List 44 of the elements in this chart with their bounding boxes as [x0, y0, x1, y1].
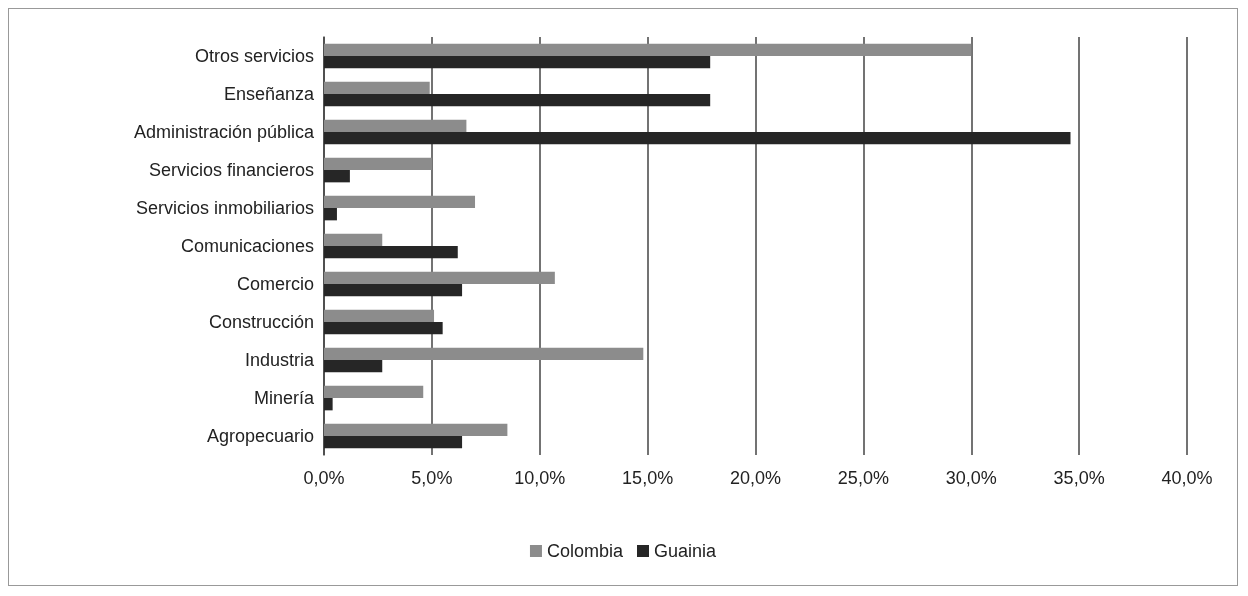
y-tick-label: Industria — [244, 350, 315, 370]
y-tick-label: Servicios inmobiliarios — [135, 198, 314, 218]
x-tick-label: 5,0% — [411, 468, 453, 488]
y-tick-label: Agropecuario — [206, 426, 314, 446]
bar — [324, 195, 476, 208]
bar — [324, 385, 424, 398]
bar — [324, 132, 1071, 145]
bar — [324, 436, 463, 449]
y-tick-label: Otros servicios — [194, 46, 314, 66]
bar — [324, 233, 383, 246]
x-tick-label: 30,0% — [945, 468, 997, 488]
x-tick-label: 40,0% — [1161, 468, 1213, 488]
y-tick-label: Comunicaciones — [180, 236, 314, 256]
bar — [324, 423, 508, 436]
bar — [324, 81, 430, 94]
x-tick-label: 15,0% — [622, 468, 674, 488]
bar — [324, 347, 644, 360]
y-tick-label: Construcción — [208, 312, 314, 332]
y-tick-label: Enseñanza — [223, 84, 315, 104]
bar — [324, 43, 972, 56]
bar — [324, 94, 711, 107]
bar — [324, 271, 555, 284]
bar — [324, 309, 435, 322]
y-tick-label: Minería — [253, 388, 315, 408]
y-tick-label: Administración pública — [133, 122, 315, 142]
x-tick-label: 25,0% — [837, 468, 889, 488]
bar — [324, 360, 383, 373]
x-tick-label: 35,0% — [1053, 468, 1105, 488]
x-tick-label: 20,0% — [729, 468, 782, 488]
legend-label: Colombia — [546, 541, 624, 561]
bar — [324, 398, 333, 411]
bar — [324, 284, 463, 297]
y-tick-label: Comercio — [236, 274, 314, 294]
bar — [324, 322, 443, 335]
bar — [324, 170, 350, 183]
bar — [324, 157, 432, 170]
x-tick-label: 10,0% — [514, 468, 566, 488]
bar — [324, 246, 458, 259]
legend-label: Guainia — [654, 541, 718, 561]
y-tick-label: Servicios financieros — [148, 160, 314, 180]
bar — [324, 119, 467, 132]
x-tick-label: 0,0% — [303, 468, 345, 488]
bar — [324, 208, 337, 221]
bar — [324, 56, 711, 69]
